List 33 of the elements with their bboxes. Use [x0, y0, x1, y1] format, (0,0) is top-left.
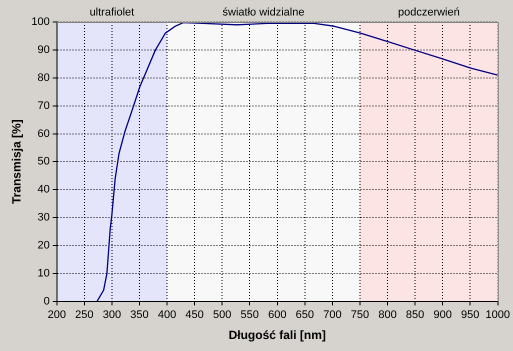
x-tick-label: 200 — [48, 309, 66, 322]
x-tick-label: 450 — [185, 309, 204, 322]
y-tick-label: 70 — [38, 100, 50, 112]
x-tick-label: 800 — [378, 309, 397, 322]
x-tick-label: 750 — [350, 309, 370, 322]
x-tick-label: 400 — [158, 309, 176, 322]
y-axis-title: Transmisja [%] — [10, 119, 24, 204]
y-tick-label: 80 — [38, 72, 50, 84]
x-tick-label: 600 — [268, 309, 286, 322]
y-tick-label: 50 — [38, 156, 50, 168]
band-label: ultrafiolet — [90, 6, 134, 19]
y-tick-label: 60 — [38, 128, 50, 140]
y-tick-label: 0 — [44, 295, 50, 308]
x-tick-label: 500 — [212, 309, 232, 322]
x-axis-title: Długość fali [nm] — [228, 328, 326, 342]
x-tick-label: 1000 — [486, 309, 510, 322]
y-tick-label: 40 — [38, 184, 50, 196]
band-label: podczerwień — [398, 6, 460, 19]
y-tick-label: 10 — [38, 267, 50, 280]
x-tick-label: 950 — [461, 309, 480, 322]
x-tick-label: 650 — [296, 309, 314, 322]
x-tick-label: 550 — [240, 309, 259, 322]
x-tick-label: 250 — [75, 309, 94, 322]
y-tick-label: 90 — [38, 44, 50, 56]
y-tick-label: 30 — [38, 212, 50, 224]
y-tick-label: 100 — [31, 16, 50, 28]
y-tick-label: 20 — [38, 240, 50, 252]
x-tick-label: 900 — [433, 309, 452, 322]
x-tick-label: 700 — [323, 309, 342, 322]
band-label: światło widzialne — [222, 6, 304, 19]
x-tick-label: 350 — [130, 309, 149, 322]
x-tick-label: 850 — [406, 309, 424, 322]
x-tick-label: 300 — [102, 309, 122, 322]
